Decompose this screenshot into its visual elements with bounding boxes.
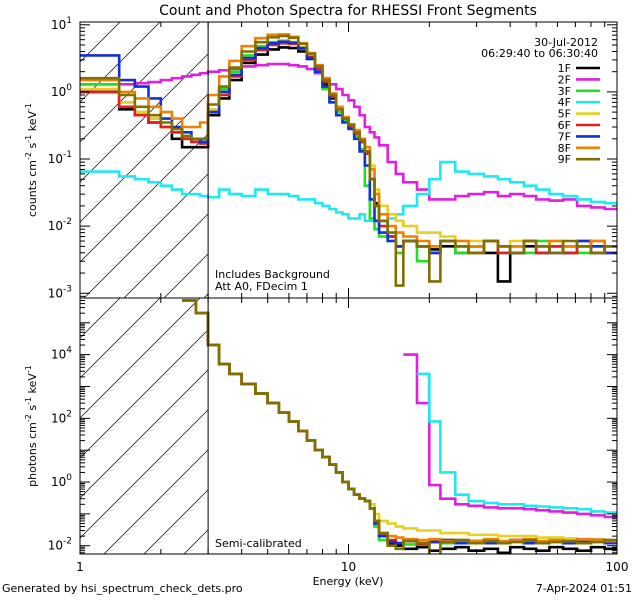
y-tick-label: 101	[51, 16, 72, 32]
legend-label-1F: 1F	[558, 62, 571, 75]
hatch-line	[80, 133, 209, 263]
y-tick-label: 10-3	[48, 284, 72, 300]
series-count-spectra-9F	[80, 34, 617, 287]
y-tick-label: 10-1	[48, 150, 72, 166]
hatch-line	[80, 22, 201, 143]
attenuator-hatch-region	[80, 22, 209, 554]
hatch-line	[80, 409, 209, 539]
y-tick-label: 104	[51, 346, 72, 362]
generated-by-label: Generated by hsi_spectrum_check_dets.pro	[2, 582, 243, 595]
hatch-line	[143, 489, 209, 554]
hatch-line	[103, 449, 209, 554]
y-tick-label: 102	[51, 409, 72, 425]
hatch-line	[80, 329, 209, 459]
y-tick-label: 100	[51, 83, 72, 99]
legend-label-2F: 2F	[558, 73, 571, 86]
series-photon-spectra-4F	[417, 372, 617, 514]
x-tick-label: 10	[341, 560, 356, 574]
series-photon-spectra-8F	[182, 299, 617, 543]
x-axis-label: Energy (keV)	[313, 575, 384, 588]
x-tick-label: 100	[606, 560, 629, 574]
x-tick-label: 1	[76, 560, 84, 574]
legend-label-7F: 7F	[558, 130, 571, 143]
annotation-attenuator: Att A0, FDecim 1	[215, 280, 308, 293]
legend-label-4F: 4F	[558, 96, 571, 109]
timestamp-label: 7-Apr-2024 01:51	[535, 582, 632, 595]
series-photon-spectra-2F	[403, 353, 617, 519]
series-count-spectra-3F	[80, 39, 617, 263]
series-photon-spectra-9F	[182, 299, 617, 554]
legend-label-3F: 3F	[558, 85, 571, 98]
series-count-spectra-2F	[80, 62, 617, 211]
y-axis-label-count-spectra: counts cm-2 s-1 keV-1	[24, 103, 39, 217]
panel-frame-0	[79, 21, 618, 299]
hatch-line	[83, 173, 209, 298]
hatch-line	[80, 298, 81, 299]
series-photon-spectra-1F	[182, 299, 617, 554]
chart-title: Count and Photon Spectra for RHESSI Fron…	[159, 3, 537, 19]
hatch-line	[80, 298, 161, 379]
y-tick-label: 10-2	[48, 217, 72, 233]
y-tick-label: 10-2	[48, 537, 72, 553]
date-label: 30-Jul-2012	[534, 36, 598, 49]
hatch-line	[80, 22, 161, 103]
y-tick-label: 100	[51, 473, 72, 489]
annotation-semi-calibrated: Semi-calibrated	[215, 537, 302, 550]
hatch-line	[203, 293, 209, 298]
count-spectra-series	[80, 33, 617, 287]
time-range-label: 06:29:40 to 06:30:40	[481, 47, 598, 60]
legend-label-5F: 5F	[558, 108, 571, 121]
hatch-line	[163, 253, 209, 298]
legend-label-8F: 8F	[558, 142, 571, 155]
photon-spectra-series	[182, 299, 617, 554]
hatch-line	[183, 529, 209, 554]
hatch-line	[123, 213, 209, 298]
series-count-spectra-4F	[80, 160, 617, 223]
panel-frame-1	[79, 297, 618, 555]
annotation-includes-background: Includes Background	[215, 268, 330, 281]
hatch-line	[80, 369, 209, 499]
legend-label-6F: 6F	[558, 119, 571, 132]
y-axis-label-photon-spectra: photons cm-2 s-1 keV-1	[24, 365, 39, 487]
series-photon-spectra-5F	[182, 299, 617, 542]
legend-label-9F: 9F	[558, 153, 571, 166]
hatch-line	[80, 53, 209, 183]
axes: 1 10 100 10-3 10-2 10-1 100 101 counts cm-2 s-1 …	[24, 16, 628, 574]
hatch-line	[80, 298, 201, 419]
